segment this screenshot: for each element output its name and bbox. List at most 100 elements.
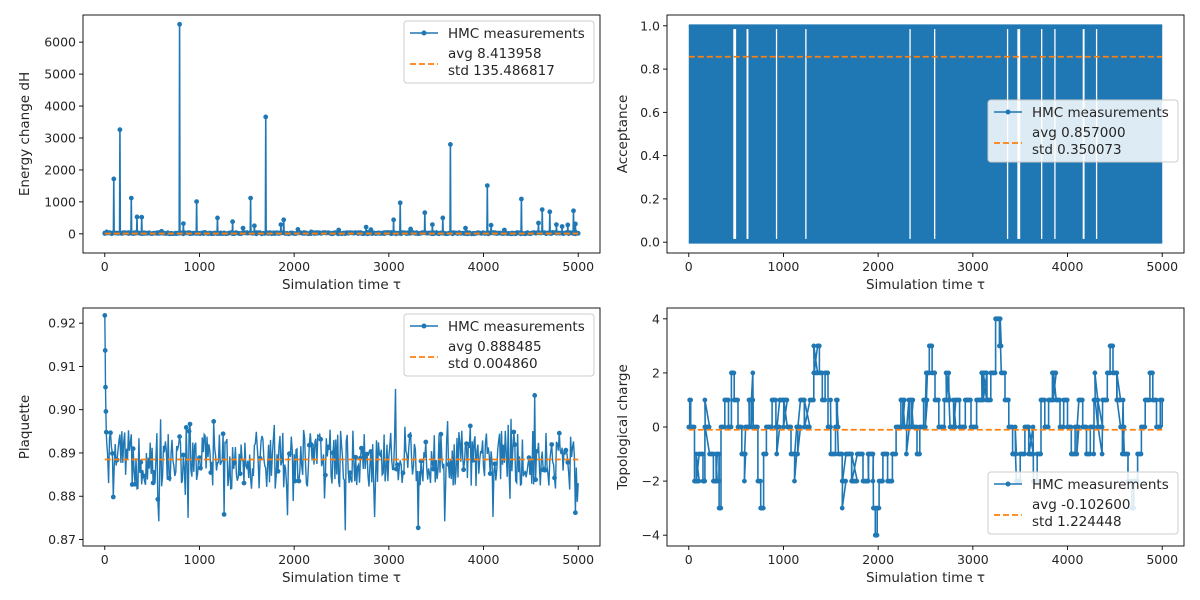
plot-content	[102, 21, 581, 237]
y-tick-label: 3000	[44, 130, 76, 145]
y-tick-label: −4	[642, 528, 660, 543]
x-axis-label: Simulation time τ	[282, 570, 401, 586]
y-tick-label: 0.92	[48, 316, 76, 331]
x-tick-label: 1000	[768, 259, 800, 274]
x-tick-label: 3000	[373, 552, 405, 567]
y-tick-label: 1.0	[640, 18, 660, 33]
y-tick-label: 4	[652, 311, 660, 326]
x-tick-label: 1000	[184, 259, 216, 274]
x-tick-label: 2000	[862, 259, 894, 274]
series-hmc-measurements	[686, 316, 1165, 538]
y-tick-label: 2000	[44, 162, 76, 177]
x-tick-label: 4000	[1052, 552, 1084, 567]
y-axis: 0 1000 2000 3000 4000 5000 6000 Energy change d…	[17, 35, 83, 241]
axes-frame	[82, 14, 601, 254]
y-tick-label: 0.2	[640, 191, 660, 206]
x-tick-label: 4000	[468, 552, 500, 567]
y-axis: −4 −2 0 2 4 Topological charge	[615, 311, 667, 543]
legend-series-marker	[421, 323, 427, 329]
x-tick-label: 2000	[862, 552, 894, 567]
y-axis-label: Plaquette	[17, 395, 33, 460]
y-axis-label: Energy change dH	[17, 72, 33, 196]
legend-series-label: HMC measurements	[1032, 477, 1169, 493]
y-axis-label: Topological charge	[615, 364, 631, 491]
y-tick-label: 4000	[44, 99, 76, 114]
y-axis: 0.0 0.2 0.4 0.6 0.8 1.0 Acceptance	[615, 18, 667, 250]
y-tick-label: 0.88	[48, 489, 76, 504]
x-tick-label: 0	[101, 259, 109, 274]
x-axis-label: Simulation time τ	[866, 570, 985, 586]
chart-panel-3: 0 1000 2000 3000 4000 5000 Simulation time τ 0.…	[17, 307, 601, 586]
y-tick-label: 0.4	[640, 148, 660, 163]
legend-std-label: std 0.350073	[1032, 142, 1122, 158]
x-tick-label: 2000	[278, 259, 310, 274]
legend-series-label: HMC measurements	[1032, 105, 1169, 121]
chart-panel-4: 0 1000 2000 3000 4000 5000 Simulation time τ −4…	[615, 307, 1185, 586]
y-tick-label: 0.90	[48, 402, 76, 417]
acceptance-gap	[805, 29, 807, 239]
legend-box	[403, 20, 595, 84]
x-tick-label: 5000	[562, 552, 594, 567]
chart-panel-2: 0 1000 2000 3000 4000 5000 Simulation time τ 0.…	[615, 14, 1185, 293]
legend-average-label: avg 0.857000	[1032, 125, 1126, 141]
y-tick-label: 5000	[44, 67, 76, 82]
chart-panel-1: 0 1000 2000 3000 4000 5000 Simulation time τ 0 1…	[17, 14, 601, 293]
legend-series-marker	[1005, 109, 1011, 115]
y-tick-label: 0.91	[48, 359, 76, 374]
axes-frame	[666, 14, 1185, 254]
y-tick-label: 2	[652, 365, 660, 380]
x-tick-label: 5000	[1146, 259, 1178, 274]
y-tick-label: 6000	[44, 35, 76, 50]
x-axis: 0 1000 2000 3000 4000 5000 Simulation time τ	[101, 253, 594, 293]
legend-series-marker	[421, 30, 427, 36]
acceptance-gap	[775, 29, 778, 239]
plot-content	[686, 316, 1165, 538]
x-tick-label: 4000	[468, 259, 500, 274]
x-tick-label: 0	[685, 552, 693, 567]
legend-std-label: std 1.224448	[1032, 514, 1122, 530]
y-tick-label: 1000	[44, 194, 76, 209]
x-axis: 0 1000 2000 3000 4000 5000 Simulation time τ	[685, 253, 1178, 293]
x-tick-label: 2000	[278, 552, 310, 567]
x-tick-label: 4000	[1052, 259, 1084, 274]
legend-box	[403, 313, 595, 377]
x-axis-label: Simulation time τ	[866, 277, 985, 293]
y-tick-label: 0.0	[640, 235, 660, 250]
y-tick-label: −2	[642, 474, 660, 489]
legend-std-label: std 135.486817	[448, 63, 555, 79]
x-tick-label: 5000	[562, 259, 594, 274]
x-tick-label: 1000	[184, 552, 216, 567]
legend-average-label: avg 8.413958	[448, 46, 542, 62]
x-tick-label: 0	[101, 552, 109, 567]
y-axis: 0.87 0.88 0.89 0.90 0.91 0.92 Plaquette	[17, 316, 83, 547]
plot-content	[102, 313, 579, 531]
y-tick-label: 0.87	[48, 532, 76, 547]
y-tick-label: 0	[652, 420, 660, 435]
x-tick-label: 1000	[768, 552, 800, 567]
legend-series-label: HMC measurements	[448, 26, 585, 42]
legend-series-marker	[1005, 481, 1011, 487]
legend-box	[987, 471, 1179, 535]
acceptance-gap	[733, 29, 737, 239]
legend-average-label: avg 0.888485	[448, 339, 542, 355]
x-tick-label: 5000	[1146, 552, 1178, 567]
y-tick-label: 0.8	[640, 62, 660, 77]
x-axis: 0 1000 2000 3000 4000 5000 Simulation time τ	[101, 546, 594, 586]
y-tick-label: 0.6	[640, 105, 660, 120]
x-tick-label: 3000	[957, 552, 989, 567]
legend-box	[987, 99, 1179, 163]
legend-average-label: avg -0.102600	[1032, 497, 1130, 513]
x-axis: 0 1000 2000 3000 4000 5000 Simulation time τ	[685, 546, 1178, 586]
x-tick-label: 0	[685, 259, 693, 274]
y-axis-label: Acceptance	[615, 95, 631, 174]
legend-std-label: std 0.004860	[448, 356, 538, 372]
series-markers	[686, 316, 1165, 538]
x-tick-label: 3000	[373, 259, 405, 274]
y-tick-label: 0.89	[48, 445, 76, 460]
acceptance-gap	[909, 29, 911, 239]
